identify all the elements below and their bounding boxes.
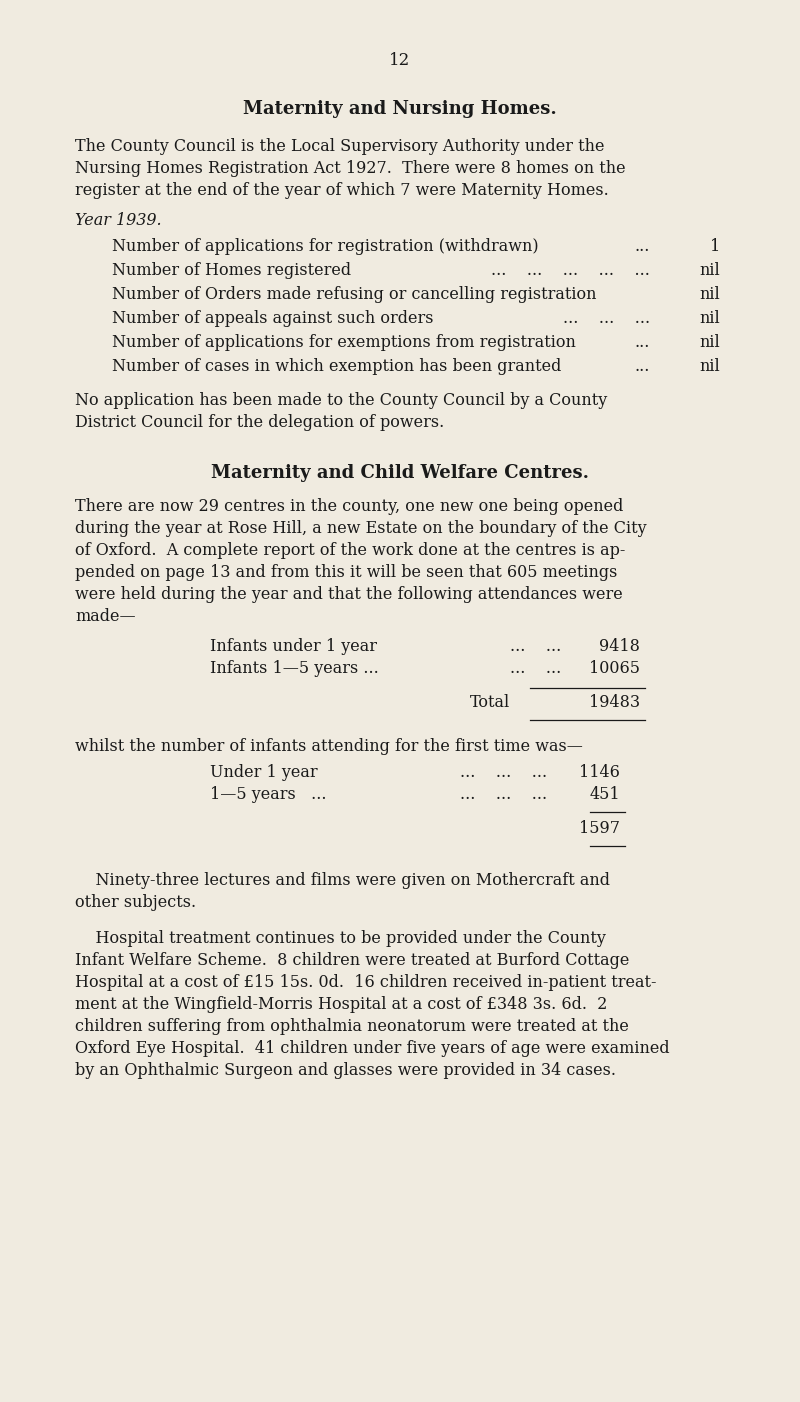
Text: Maternity and Child Welfare Centres.: Maternity and Child Welfare Centres. — [211, 464, 589, 482]
Text: Hospital at a cost of £15 15s. 0d.  16 children received in-patient treat-: Hospital at a cost of £15 15s. 0d. 16 ch… — [75, 974, 657, 991]
Text: nil: nil — [699, 286, 720, 303]
Text: ...    ...    ...: ... ... ... — [460, 764, 547, 781]
Text: ...    ...: ... ... — [510, 638, 562, 655]
Text: nil: nil — [699, 310, 720, 327]
Text: 1146: 1146 — [579, 764, 620, 781]
Text: ...    ...    ...    ...    ...: ... ... ... ... ... — [491, 262, 650, 279]
Text: Maternity and Nursing Homes.: Maternity and Nursing Homes. — [243, 100, 557, 118]
Text: 10065: 10065 — [589, 660, 640, 677]
Text: ...    ...    ...: ... ... ... — [563, 310, 650, 327]
Text: of Oxford.  A complete report of the work done at the centres is ap-: of Oxford. A complete report of the work… — [75, 543, 626, 559]
Text: nil: nil — [699, 334, 720, 350]
Text: Total: Total — [470, 694, 510, 711]
Text: ...    ...    ...: ... ... ... — [460, 787, 547, 803]
Text: register at the end of the year of which 7 were Maternity Homes.: register at the end of the year of which… — [75, 182, 609, 199]
Text: Under 1 year: Under 1 year — [210, 764, 318, 781]
Text: Oxford Eye Hospital.  41 children under five years of age were examined: Oxford Eye Hospital. 41 children under f… — [75, 1040, 670, 1057]
Text: No application has been made to the County Council by a County: No application has been made to the Coun… — [75, 393, 607, 409]
Text: There are now 29 centres in the county, one new one being opened: There are now 29 centres in the county, … — [75, 498, 623, 515]
Text: Number of cases in which exemption has been granted: Number of cases in which exemption has b… — [112, 358, 562, 374]
Text: Hospital treatment continues to be provided under the County: Hospital treatment continues to be provi… — [75, 930, 606, 946]
Text: Number of Orders made refusing or cancelling registration: Number of Orders made refusing or cancel… — [112, 286, 597, 303]
Text: ...: ... — [634, 358, 650, 374]
Text: Number of appeals against such orders: Number of appeals against such orders — [112, 310, 434, 327]
Text: 1597: 1597 — [579, 820, 620, 837]
Text: The County Council is the Local Supervisory Authority under the: The County Council is the Local Supervis… — [75, 137, 605, 156]
Text: Number of applications for registration (withdrawn): Number of applications for registration … — [112, 238, 538, 255]
Text: nil: nil — [699, 358, 720, 374]
Text: District Council for the delegation of powers.: District Council for the delegation of p… — [75, 414, 444, 430]
Text: Infants under 1 year: Infants under 1 year — [210, 638, 377, 655]
Text: whilst the number of infants attending for the first time was—: whilst the number of infants attending f… — [75, 737, 583, 756]
Text: 12: 12 — [390, 52, 410, 69]
Text: during the year at Rose Hill, a new Estate on the boundary of the City: during the year at Rose Hill, a new Esta… — [75, 520, 646, 537]
Text: ...: ... — [634, 334, 650, 350]
Text: 19483: 19483 — [589, 694, 640, 711]
Text: 9418: 9418 — [599, 638, 640, 655]
Text: 451: 451 — [590, 787, 620, 803]
Text: 1—5 years   ...: 1—5 years ... — [210, 787, 326, 803]
Text: ment at the Wingfield-Morris Hospital at a cost of £348 3s. 6d.  2: ment at the Wingfield-Morris Hospital at… — [75, 995, 607, 1014]
Text: by an Ophthalmic Surgeon and glasses were provided in 34 cases.: by an Ophthalmic Surgeon and glasses wer… — [75, 1061, 616, 1080]
Text: Number of Homes registered: Number of Homes registered — [112, 262, 351, 279]
Text: nil: nil — [699, 262, 720, 279]
Text: Year 1939.: Year 1939. — [75, 212, 162, 229]
Text: other subjects.: other subjects. — [75, 894, 196, 911]
Text: Number of applications for exemptions from registration: Number of applications for exemptions fr… — [112, 334, 576, 350]
Text: ...: ... — [634, 238, 650, 255]
Text: 1: 1 — [710, 238, 720, 255]
Text: ...    ...: ... ... — [510, 660, 562, 677]
Text: children suffering from ophthalmia neonatorum were treated at the: children suffering from ophthalmia neona… — [75, 1018, 629, 1035]
Text: made—: made— — [75, 608, 136, 625]
Text: pended on page 13 and from this it will be seen that 605 meetings: pended on page 13 and from this it will … — [75, 564, 618, 580]
Text: Infant Welfare Scheme.  8 children were treated at Burford Cottage: Infant Welfare Scheme. 8 children were t… — [75, 952, 630, 969]
Text: Infants 1—5 years ...: Infants 1—5 years ... — [210, 660, 378, 677]
Text: Ninety-three lectures and films were given on Mothercraft and: Ninety-three lectures and films were giv… — [75, 872, 610, 889]
Text: Nursing Homes Registration Act 1927.  There were 8 homes on the: Nursing Homes Registration Act 1927. The… — [75, 160, 626, 177]
Text: were held during the year and that the following attendances were: were held during the year and that the f… — [75, 586, 622, 603]
